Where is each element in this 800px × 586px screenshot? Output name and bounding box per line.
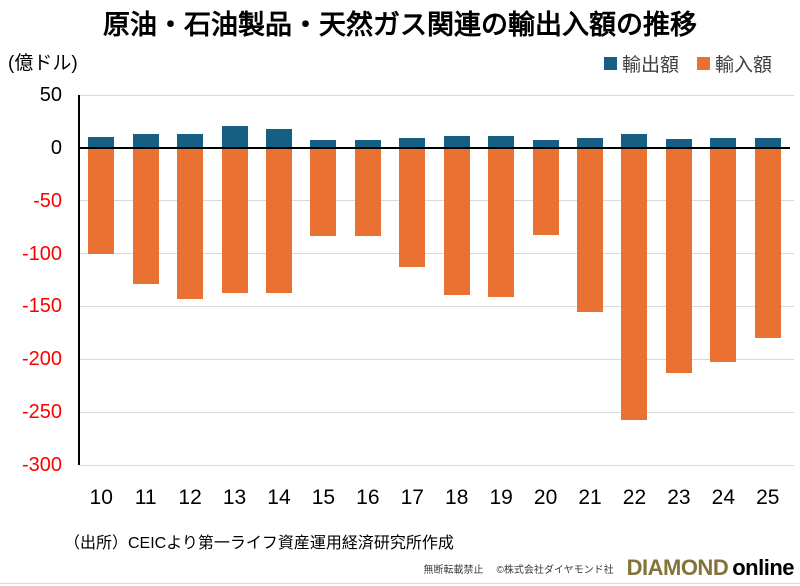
y-tick-label: -100 [21,242,62,265]
bar-export-15 [310,140,337,148]
copyright-note: ©株式会社ダイヤモンド社 [496,564,614,576]
bar-import-25 [754,147,781,339]
zero-axis-line [79,146,790,149]
bar-export-20 [532,140,559,148]
bar-export-22 [621,134,648,148]
legend: 輸出額 輸入額 [603,50,772,77]
bar-import-10 [88,147,115,254]
bar-import-21 [577,147,604,312]
y-tick-label: -200 [21,348,62,371]
bar-import-18 [443,147,470,295]
bar-export-16 [354,140,381,148]
y-tick-label: -50 [33,189,62,212]
diamond-online-logo: DIAMOND online [626,555,795,581]
legend-import-label: 輸入額 [714,55,772,76]
bar-import-20 [532,147,559,235]
bar-export-19 [488,136,515,148]
x-tick-label: 17 [400,486,424,509]
y-tick-label: 50 [39,84,62,106]
bar-import-16 [354,147,381,236]
bar-import-15 [310,147,337,236]
gridline [79,464,794,466]
x-tick-label: 24 [711,486,736,509]
bar-import-11 [132,147,159,285]
legend-item-import: 輸入額 [696,50,772,77]
x-tick-label: 20 [533,486,558,509]
rights-note: 無断転載禁止 [423,564,484,576]
y-axis-line [78,95,80,465]
bar-import-14 [265,147,292,293]
y-tick-label: -150 [21,295,62,318]
gridline [79,358,794,360]
gridline [79,200,794,202]
x-tick-label: 13 [222,486,247,509]
x-tick-label: 10 [89,486,113,509]
x-tick-label: 12 [178,486,202,509]
bar-import-13 [221,147,248,293]
logo-diamond-text: DIAMOND [626,555,729,580]
bar-export-13 [221,125,248,148]
x-tick-label: 15 [311,486,336,509]
source-note: （出所）CEICより第一ライフ資産運用経済研究所作成 [64,535,454,552]
bar-export-14 [265,128,292,148]
x-tick-label: 11 [134,486,157,509]
branding: 無断転載禁止 ©株式会社ダイヤモンド社 DIAMOND online [423,555,795,581]
x-tick-label: 19 [489,486,513,509]
import-series-swatch-icon [696,57,710,70]
x-tick-label: 18 [445,486,469,509]
bar-import-17 [399,147,426,268]
y-tick-label: -250 [21,401,62,424]
bar-export-25 [754,138,781,148]
bar-import-12 [177,147,204,299]
bar-import-22 [621,147,648,420]
gridline [79,253,794,255]
bottom-divider [0,583,800,584]
bar-export-24 [710,138,737,148]
y-axis-unit-label: (億ドル) [8,53,78,74]
x-tick-label: 14 [267,486,291,509]
legend-export-label: 輸出額 [621,55,679,76]
bar-import-19 [488,147,515,297]
x-tick-label: 22 [622,486,647,509]
x-tick-label: 23 [667,486,691,509]
x-tick-label: 21 [578,486,602,509]
bar-export-11 [132,134,159,148]
gridline [79,305,794,307]
bar-import-23 [665,147,692,373]
chart-title: 原油・石油製品・天然ガス関連の輸出入額の推移 [103,10,697,40]
logo-online-text: online [732,555,794,580]
bar-import-24 [710,147,737,363]
export-series-swatch-icon [603,57,617,70]
y-tick-label: -300 [21,454,62,476]
x-tick-label: 25 [756,486,780,509]
y-tick-label: 0 [50,136,62,159]
bar-export-18 [443,136,470,148]
bar-export-23 [665,139,692,148]
bar-export-10 [88,137,115,148]
bar-export-12 [177,134,204,148]
gridline [79,94,794,96]
x-tick-label: 16 [356,486,380,509]
legend-item-export: 輸出額 [603,50,679,77]
bar-export-21 [577,138,604,148]
gridline [79,411,794,413]
bar-export-17 [399,138,426,148]
